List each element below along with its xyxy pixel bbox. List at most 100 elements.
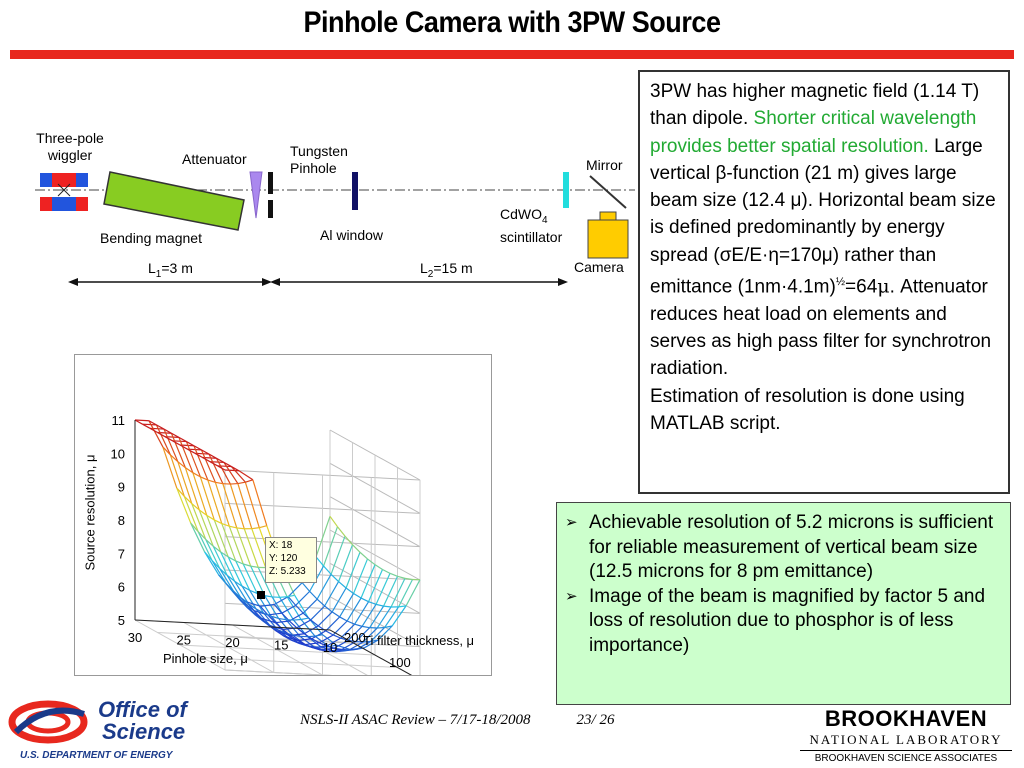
x-tick-label: 30 [128, 630, 142, 645]
z-tick-label: 6 [118, 580, 125, 595]
pinhole-label: Tungsten Pinhole [290, 143, 348, 176]
al-window-label: Al window [320, 227, 384, 243]
surface-mesh-line [134, 419, 143, 425]
surface-mesh-line [259, 605, 269, 616]
z-tick-label: 9 [118, 480, 125, 495]
surface-mesh-line [204, 551, 213, 562]
surface-mesh-line [209, 461, 218, 467]
surface-mesh-line [348, 641, 364, 651]
surface-mesh-line [234, 580, 243, 587]
surface-mesh-line [184, 467, 200, 511]
surface-mesh-line [287, 594, 295, 598]
surface-mesh-line [200, 449, 216, 483]
scintillator-shape [563, 172, 569, 208]
surface-mesh-line [309, 590, 318, 600]
aperture-upper [268, 172, 273, 194]
surface-mesh-line [270, 615, 279, 619]
surface-mesh-line [176, 487, 185, 497]
datatip-marker [257, 591, 265, 599]
surface-mesh-line [346, 620, 355, 625]
grid-line [202, 657, 398, 668]
surface-mesh-line [262, 620, 271, 627]
surface-mesh-line [229, 483, 245, 529]
surface-mesh-line [267, 612, 282, 616]
surface-mesh-line [404, 577, 413, 581]
camera-shape [587, 219, 629, 259]
surface-mesh-line [193, 445, 209, 481]
surface-mesh-line [324, 581, 340, 607]
surface-mesh-line [183, 495, 193, 505]
surface-mesh-line [202, 456, 211, 463]
bullet-item: ➢ Image of the beam is magnified by fact… [565, 585, 1002, 659]
z-tick-label: 10 [111, 446, 125, 461]
bullet-item: ➢ Achievable resolution of 5.2 microns i… [565, 511, 1002, 585]
surface-mesh-line [223, 461, 232, 468]
surface-mesh-line [179, 444, 188, 450]
surface-mesh-line [177, 461, 186, 469]
svg-text:U.S. DEPARTMENT OF ENERGY: U.S. DEPARTMENT OF ENERGY [20, 750, 174, 761]
bending-magnet-label: Bending magnet [100, 230, 202, 246]
surface-mesh-line [232, 590, 241, 601]
surface-mesh-line [187, 448, 196, 454]
surface-mesh-line [398, 605, 407, 608]
surface-mesh-line [337, 526, 346, 537]
surface-mesh-line [186, 441, 195, 447]
x-tick-label: 10 [323, 640, 337, 655]
scintillator-label: CdWO4 scintillator [500, 206, 563, 245]
arrow-bullet-icon: ➢ [565, 587, 578, 605]
surface-mesh-line [260, 603, 275, 607]
surface-mesh-line [369, 605, 385, 628]
surface-mesh-line [314, 634, 323, 637]
surface-mesh-line [302, 612, 312, 621]
surface-mesh-line [312, 647, 321, 651]
surface-mesh-line [292, 634, 301, 637]
surface-mesh-line [344, 535, 353, 546]
surface-mesh-line [219, 567, 228, 576]
surface-mesh-line [185, 441, 201, 478]
svg-text:Science: Science [102, 719, 185, 744]
surface-mesh-line [245, 479, 254, 483]
surface-mesh-line [330, 573, 339, 583]
y-tick-label: 200 [344, 630, 366, 645]
surface-mesh-line [172, 440, 181, 446]
surface-mesh-line [325, 616, 341, 632]
surface-mesh-line [253, 610, 262, 619]
surface-mesh-line [201, 449, 210, 455]
surface-mesh-line [316, 573, 332, 600]
surface-mesh-line [163, 428, 172, 434]
surface-mesh-line [370, 639, 379, 643]
surface-mesh-line [192, 472, 201, 478]
surface-mesh-line [134, 419, 149, 422]
surface-mesh-line [297, 639, 306, 646]
surface-mesh-line [219, 568, 235, 592]
camera-label: Camera [574, 259, 624, 275]
surface-mesh-line [230, 482, 238, 485]
surface-mesh-line [206, 514, 215, 521]
surface-mesh-line [276, 630, 285, 637]
surface-mesh-line [377, 625, 393, 641]
surface-mesh-line [233, 590, 242, 599]
surface-mesh-line [229, 525, 237, 529]
surface-mesh-line [329, 515, 338, 528]
surface-mesh-line [142, 423, 157, 426]
surface-mesh-line [391, 605, 407, 627]
surface-mesh-line [169, 454, 179, 463]
surface-mesh-line [315, 516, 331, 558]
surface-mesh-line [279, 596, 288, 598]
surface-mesh-line [224, 469, 239, 472]
surface-mesh-line [148, 420, 157, 426]
surface-mesh-line [246, 601, 261, 607]
surface-mesh-line [307, 635, 316, 638]
description-text-2: Large vertical β-function (21 m) gives l… [650, 135, 996, 298]
z-tick-label: 7 [118, 546, 125, 561]
surface-mesh-line [295, 604, 304, 614]
attenuator-label: Attenuator [182, 151, 247, 167]
surface-mesh-line [389, 572, 398, 577]
doe-office-of-science-logo: Office of Science U.S. DEPARTMENT OF ENE… [8, 697, 190, 761]
surface-mesh-line [248, 603, 257, 610]
surface-mesh-line [226, 574, 242, 599]
surface-mesh-line [370, 627, 386, 642]
surface-mesh-line [384, 625, 393, 629]
surface-mesh-line [305, 642, 320, 646]
surface-mesh-line [342, 648, 351, 652]
